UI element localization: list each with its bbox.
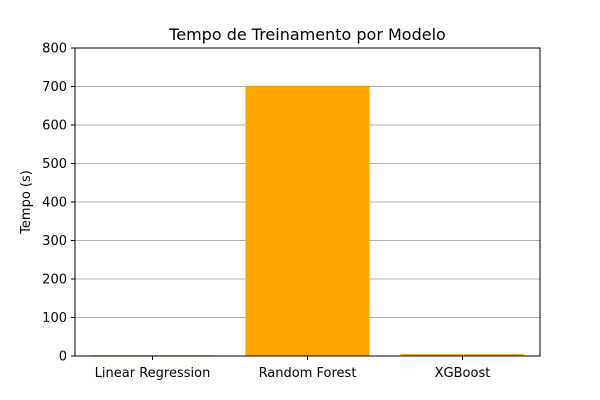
y-tick-label: 500: [42, 157, 67, 172]
y-tick-label: 400: [42, 196, 67, 211]
y-tick-label: 700: [42, 80, 67, 95]
y-tick-label: 300: [42, 234, 67, 249]
x-tick-label: Linear Regression: [95, 366, 211, 381]
y-tick-label: 0: [59, 350, 67, 365]
x-tick-label: Random Forest: [259, 366, 357, 381]
bar-xgboost: [400, 354, 525, 356]
y-tick-label: 200: [42, 273, 67, 288]
x-ticks: Linear Regression Random Forest XGBoost: [95, 356, 491, 381]
chart-title: Tempo de Treinamento por Modelo: [168, 25, 446, 44]
y-tick-label: 600: [42, 119, 67, 134]
y-tick-label: 800: [42, 42, 67, 57]
y-axis-label: Tempo (s): [19, 170, 34, 235]
bar-random-forest: [245, 85, 370, 356]
y-ticks: 0 100 200 300 400 500 600 700 800: [42, 42, 75, 365]
bars: [90, 85, 525, 356]
x-tick-label: XGBoost: [435, 366, 491, 381]
y-tick-label: 100: [42, 311, 67, 326]
